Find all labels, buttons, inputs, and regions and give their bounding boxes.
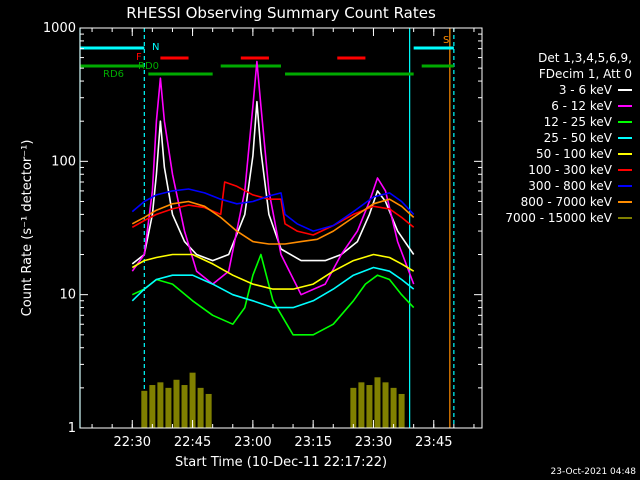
- series-line: [131, 198, 415, 245]
- legend-label: 50 - 100 keV: [535, 147, 612, 161]
- series-mark: [366, 385, 373, 428]
- legend-label: 300 - 800 keV: [528, 179, 612, 193]
- legend-entry: 6 - 12 keV: [480, 98, 632, 114]
- annotation-label: RD0: [138, 61, 159, 72]
- legend-swatch: [618, 137, 632, 139]
- legend-header-line-1: Det 1,3,4,5,6,9,: [538, 51, 632, 65]
- legend-label: 7000 - 15000 keV: [505, 211, 612, 225]
- plot-frame: [79, 27, 483, 429]
- annotation-label: S: [443, 35, 449, 46]
- y-tick-label: 1000: [43, 21, 76, 36]
- x-axis-label: Start Time (10-Dec-11 22:17:22): [175, 455, 387, 470]
- legend-header-line-2: FDecim 1, Att 0: [538, 67, 632, 81]
- annotation-label: RD6: [103, 69, 124, 80]
- legend-entry: 3 - 6 keV: [480, 82, 632, 98]
- annotation-label: F: [136, 52, 142, 63]
- legend-swatch: [618, 201, 632, 203]
- y-axis-label: Count Rate (s⁻¹ detector⁻¹): [20, 140, 35, 317]
- legend-swatch: [618, 169, 632, 171]
- series-mark: [181, 385, 188, 428]
- x-tick-label: 23:45: [415, 435, 452, 450]
- legend-entry: 800 - 7000 keV: [480, 194, 632, 210]
- series-line: [131, 253, 415, 336]
- legend-swatch: [618, 217, 632, 219]
- chart-title: RHESSI Observing Summary Count Rates: [126, 4, 436, 22]
- series-mark: [197, 387, 204, 428]
- series-line: [131, 266, 415, 309]
- series-mark: [205, 393, 212, 428]
- legend-entry: 100 - 300 keV: [480, 162, 632, 178]
- y-tick-label: 1: [68, 421, 76, 436]
- series-mark: [141, 390, 148, 428]
- series-mark: [398, 393, 405, 428]
- series-mark: [157, 382, 164, 428]
- series-mark: [374, 377, 381, 428]
- x-tick-label: 22:45: [174, 435, 211, 450]
- series-line: [131, 253, 415, 290]
- legend-swatch: [618, 153, 632, 155]
- y-tick-label: 100: [51, 154, 76, 169]
- legend-swatch: [618, 89, 632, 91]
- legend-label: 3 - 6 keV: [558, 83, 612, 97]
- legend-swatch: [618, 121, 632, 123]
- series-mark: [358, 382, 365, 428]
- x-tick-label: 22:30: [114, 435, 151, 450]
- legend-entry: 7000 - 15000 keV: [480, 210, 632, 226]
- series-mark: [189, 372, 196, 428]
- annotation-label: N: [152, 42, 159, 53]
- series-mark: [382, 382, 389, 428]
- series-line: [131, 188, 415, 232]
- x-tick-label: 23:00: [234, 435, 271, 450]
- y-tick-label: 10: [59, 288, 76, 303]
- series-mark: [149, 385, 156, 428]
- footer-date: 23-Oct-2021 04:48: [550, 467, 636, 477]
- legend-entry: 50 - 100 keV: [480, 146, 632, 162]
- legend-swatch: [618, 185, 632, 187]
- y-axis: 1 10 100 1000: [43, 21, 482, 436]
- x-tick-label: 23:15: [294, 435, 331, 450]
- legend-entry: 12 - 25 keV: [480, 114, 632, 130]
- x-tick-label: 23:30: [355, 435, 392, 450]
- series-line: [131, 100, 415, 265]
- series-mark: [173, 379, 180, 428]
- series-line: [131, 60, 415, 296]
- legend-entry: 300 - 800 keV: [480, 178, 632, 194]
- legend-swatch: [618, 105, 632, 107]
- series-mark: [350, 387, 357, 428]
- legend-label: 12 - 25 keV: [543, 115, 612, 129]
- legend-label: 800 - 7000 keV: [520, 195, 612, 209]
- series-mark: [165, 387, 172, 428]
- legend-label: 100 - 300 keV: [528, 163, 612, 177]
- legend: Det 1,3,4,5,6,9, FDecim 1, Att 0 3 - 6 k…: [480, 50, 632, 226]
- legend-label: 6 - 12 keV: [551, 99, 612, 113]
- x-axis: 22:30 22:45 23:00 23:15 23:30 23:45: [91, 28, 475, 450]
- legend-label: 25 - 50 keV: [543, 131, 612, 145]
- series-mark: [390, 387, 397, 428]
- legend-entry: 25 - 50 keV: [480, 130, 632, 146]
